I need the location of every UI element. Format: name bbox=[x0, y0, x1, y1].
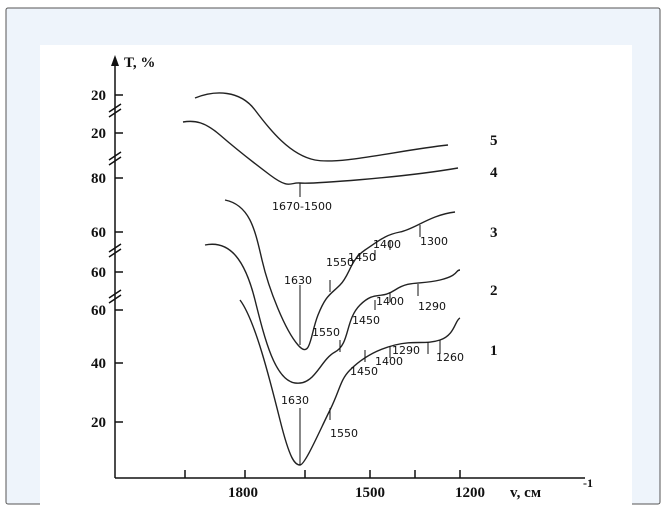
y-tick-label: 40 bbox=[91, 356, 106, 372]
y-tick-label: 60 bbox=[91, 265, 106, 281]
ticks bbox=[115, 94, 461, 478]
annotation: 1450 bbox=[352, 314, 380, 327]
curve-label: 2 bbox=[490, 283, 498, 299]
curves bbox=[182, 92, 461, 466]
x-tick-label: 1800 bbox=[228, 485, 258, 501]
curve-2 bbox=[204, 243, 461, 384]
y-tick-label: 20 bbox=[91, 126, 106, 142]
y-tick-label: 80 bbox=[91, 171, 106, 187]
annotation: 1260 bbox=[436, 351, 464, 364]
x-tick-labels: 1800 1500 1200 bbox=[228, 485, 485, 501]
curve-label: 3 bbox=[490, 225, 498, 241]
band-markers bbox=[299, 183, 441, 465]
annotation: 1630 bbox=[281, 394, 309, 407]
panel bbox=[40, 45, 632, 506]
y-tick-label: 20 bbox=[91, 88, 106, 104]
curve-labels: 5 4 3 2 1 bbox=[490, 133, 498, 359]
curve-label: 1 bbox=[490, 343, 498, 359]
x-axis-label: v, см bbox=[510, 485, 541, 501]
annotation: 1450 bbox=[348, 251, 376, 264]
axes bbox=[108, 55, 585, 479]
annotation: 1550 bbox=[326, 256, 354, 269]
y-tick-label: 60 bbox=[91, 225, 106, 241]
curve-label: 4 bbox=[490, 165, 498, 181]
annotation: 1550 bbox=[330, 427, 358, 440]
annotation: 1550 bbox=[312, 326, 340, 339]
annotation: 1290 bbox=[418, 300, 446, 313]
x-tick-label: 1200 bbox=[455, 485, 485, 501]
y-tick-label: 20 bbox=[91, 415, 106, 431]
curve-3 bbox=[224, 199, 456, 351]
annotation: 1290 bbox=[392, 344, 420, 357]
axis-breaks bbox=[108, 103, 122, 304]
curve-4 bbox=[182, 120, 459, 185]
annotation: 1400 bbox=[373, 238, 401, 251]
annotation: 1450 bbox=[350, 365, 378, 378]
annotation: 1670-1500 bbox=[272, 200, 332, 213]
curve-label: 5 bbox=[490, 133, 498, 149]
curve-5 bbox=[194, 92, 449, 162]
annotation: 1400 bbox=[375, 355, 403, 368]
annotation: 1630 bbox=[284, 274, 312, 287]
y-axis-label: T, % bbox=[124, 55, 155, 71]
x-axis-exponent: -1 bbox=[583, 476, 593, 490]
x-tick-label: 1500 bbox=[355, 485, 385, 501]
y-arrow bbox=[111, 55, 119, 66]
curve-1 bbox=[239, 299, 461, 466]
annotations: 1670-1500 1630 1550 1450 1400 1300 1550 … bbox=[272, 200, 464, 440]
annotation: 1400 bbox=[376, 295, 404, 308]
y-tick-labels: 20 20 80 60 60 60 40 20 bbox=[91, 88, 106, 431]
y-tick-label: 60 bbox=[91, 303, 106, 319]
annotation: 1300 bbox=[420, 235, 448, 248]
